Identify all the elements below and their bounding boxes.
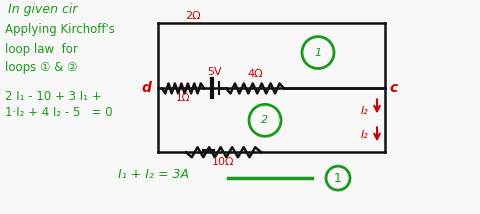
Text: 2Ω: 2Ω — [185, 11, 201, 21]
Text: 1Ω: 1Ω — [176, 93, 190, 103]
Text: 2 I₁ - 10 + 3 I₁ +: 2 I₁ - 10 + 3 I₁ + — [5, 90, 102, 103]
Text: 4Ω: 4Ω — [247, 70, 263, 79]
Text: 1·I₂ + 4 I₂ - 5   = 0: 1·I₂ + 4 I₂ - 5 = 0 — [5, 106, 113, 119]
Text: loop law  for: loop law for — [5, 43, 78, 56]
Text: 1: 1 — [334, 172, 342, 185]
Text: loops ① & ②: loops ① & ② — [5, 61, 78, 74]
Text: c: c — [389, 82, 397, 95]
Text: I₂: I₂ — [361, 106, 369, 116]
Text: 1: 1 — [314, 48, 322, 58]
Text: In given cir: In given cir — [8, 3, 77, 16]
Text: I₁ + I₂ = 3A: I₁ + I₂ = 3A — [118, 168, 189, 181]
Text: d: d — [142, 82, 152, 95]
Text: I₂: I₂ — [361, 130, 369, 140]
Text: Applying Kirchoff's: Applying Kirchoff's — [5, 23, 115, 36]
Text: 5V: 5V — [208, 67, 222, 77]
Text: 10Ω: 10Ω — [212, 157, 235, 167]
Text: 2: 2 — [262, 115, 269, 125]
